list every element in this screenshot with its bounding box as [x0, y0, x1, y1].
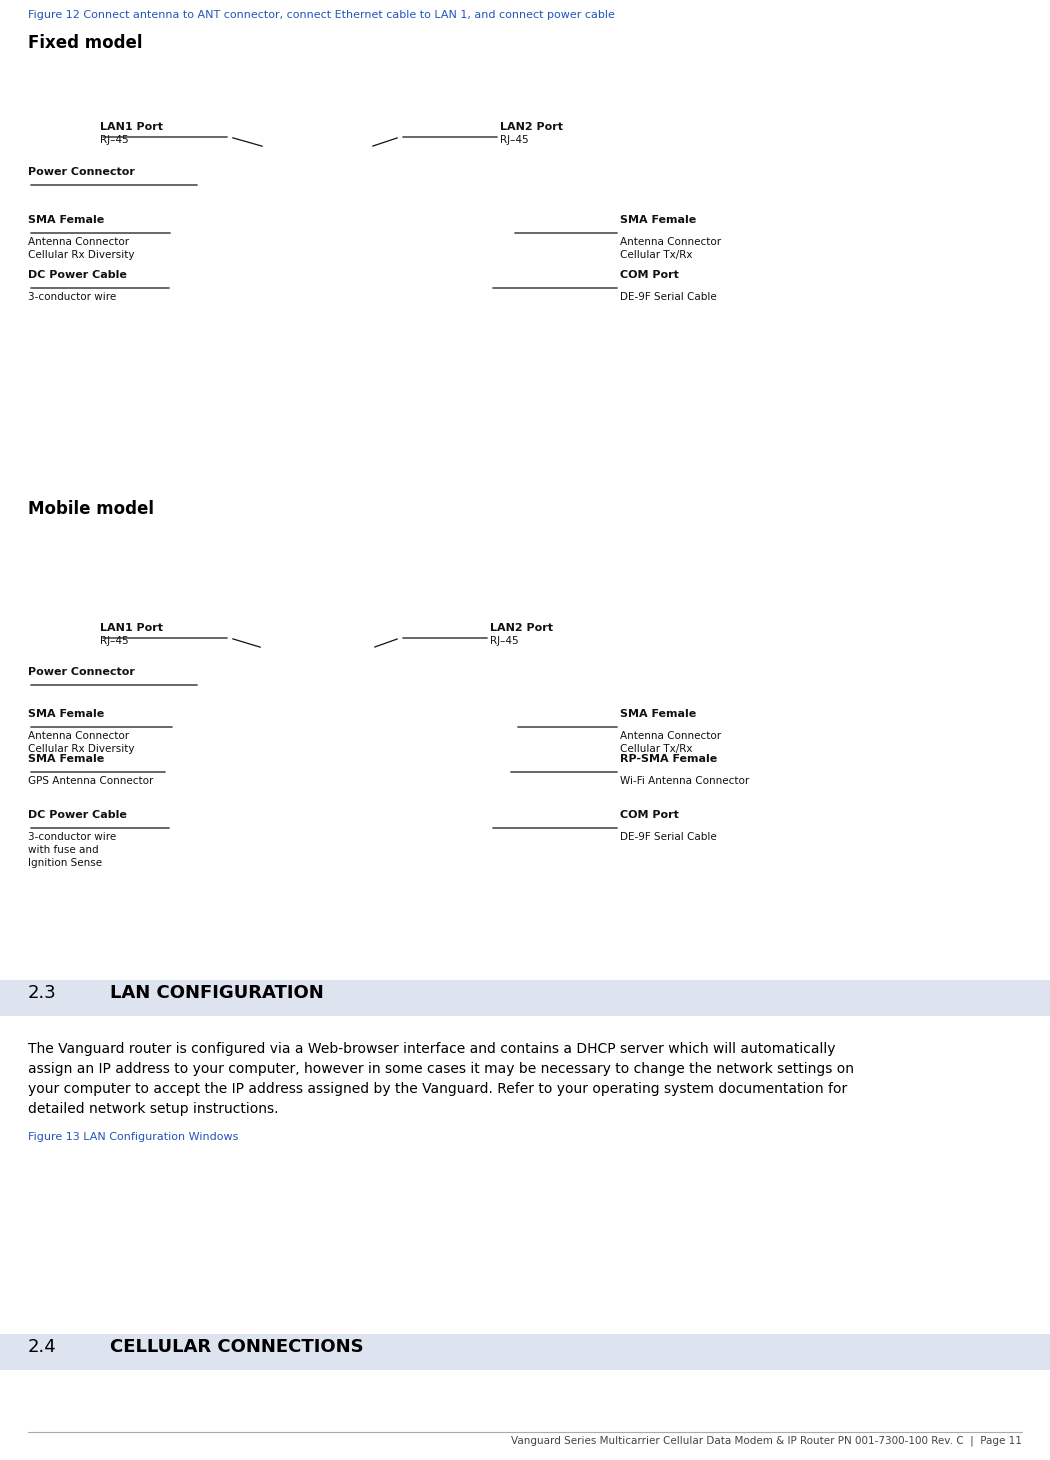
Text: COM Port: COM Port: [620, 810, 679, 821]
Text: Cellular Rx Diversity: Cellular Rx Diversity: [28, 745, 134, 753]
Text: RJ–45: RJ–45: [100, 134, 128, 145]
Text: 3-conductor wire: 3-conductor wire: [28, 292, 117, 302]
Text: GPS Antenna Connector: GPS Antenna Connector: [28, 777, 153, 785]
Text: DE-9F Serial Cable: DE-9F Serial Cable: [620, 292, 717, 302]
Text: Power Connector: Power Connector: [28, 667, 134, 677]
Text: Wi-Fi Antenna Connector: Wi-Fi Antenna Connector: [620, 777, 750, 785]
Text: your computer to accept the IP address assigned by the Vanguard. Refer to your o: your computer to accept the IP address a…: [28, 1082, 847, 1096]
Text: 3-conductor wire: 3-conductor wire: [28, 832, 117, 842]
Text: with fuse and: with fuse and: [28, 845, 99, 856]
Text: DE-9F Serial Cable: DE-9F Serial Cable: [620, 832, 717, 842]
Text: Cellular Rx Diversity: Cellular Rx Diversity: [28, 250, 134, 260]
Text: SMA Female: SMA Female: [28, 753, 104, 764]
Text: RJ–45: RJ–45: [500, 134, 528, 145]
Text: LAN2 Port: LAN2 Port: [490, 623, 553, 634]
Text: Figure 13 LAN Configuration Windows: Figure 13 LAN Configuration Windows: [28, 1132, 238, 1142]
Text: The Vanguard router is configured via a Web-browser interface and contains a DHC: The Vanguard router is configured via a …: [28, 1042, 836, 1056]
Bar: [0, 1334, 1050, 1369]
Text: assign an IP address to your computer, however in some cases it may be necessary: assign an IP address to your computer, h…: [28, 1061, 854, 1076]
Text: CELLULAR CONNECTIONS: CELLULAR CONNECTIONS: [110, 1337, 363, 1356]
Text: Antenna Connector: Antenna Connector: [620, 237, 721, 247]
Text: SMA Female: SMA Female: [28, 215, 104, 225]
Text: Ignition Sense: Ignition Sense: [28, 858, 102, 869]
Text: SMA Female: SMA Female: [28, 710, 104, 718]
Text: LAN2 Port: LAN2 Port: [500, 123, 563, 131]
Text: RP-SMA Female: RP-SMA Female: [620, 753, 717, 764]
Text: SMA Female: SMA Female: [620, 215, 696, 225]
Text: Figure 12 Connect antenna to ANT connector, connect Ethernet cable to LAN 1, and: Figure 12 Connect antenna to ANT connect…: [28, 10, 615, 20]
Text: DC Power Cable: DC Power Cable: [28, 810, 127, 821]
Text: SMA Female: SMA Female: [620, 710, 696, 718]
Text: DC Power Cable: DC Power Cable: [28, 270, 127, 280]
Text: Vanguard Series Multicarrier Cellular Data Modem & IP Router PN 001-7300-100 Rev: Vanguard Series Multicarrier Cellular Da…: [511, 1435, 1022, 1445]
Text: Antenna Connector: Antenna Connector: [28, 731, 129, 742]
Text: Mobile model: Mobile model: [28, 499, 154, 518]
Text: Power Connector: Power Connector: [28, 166, 134, 177]
Text: COM Port: COM Port: [620, 270, 679, 280]
Text: Fixed model: Fixed model: [28, 34, 143, 53]
Text: Antenna Connector: Antenna Connector: [28, 237, 129, 247]
Text: LAN1 Port: LAN1 Port: [100, 623, 163, 634]
Text: Antenna Connector: Antenna Connector: [620, 731, 721, 742]
Text: LAN CONFIGURATION: LAN CONFIGURATION: [110, 984, 323, 1002]
Text: RJ–45: RJ–45: [100, 637, 128, 645]
Text: detailed network setup instructions.: detailed network setup instructions.: [28, 1102, 278, 1115]
Text: RJ–45: RJ–45: [490, 637, 519, 645]
Text: LAN1 Port: LAN1 Port: [100, 123, 163, 131]
Bar: [0, 980, 1050, 1016]
Text: 2.4: 2.4: [28, 1337, 57, 1356]
Text: 2.3: 2.3: [28, 984, 57, 1002]
Text: Cellular Tx/Rx: Cellular Tx/Rx: [620, 745, 693, 753]
Text: Cellular Tx/Rx: Cellular Tx/Rx: [620, 250, 693, 260]
